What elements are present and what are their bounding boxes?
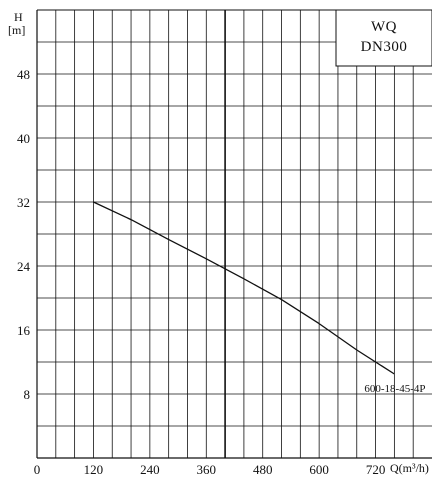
legend-box-frame [335,9,432,67]
y-tick-labels: 8 16 24 32 40 48 [17,67,31,402]
legend-line-2: DN300 [361,39,408,55]
x-tick-label: 0 [34,462,41,477]
y-axis-unit: [m] [8,23,25,37]
series-layer [93,201,395,375]
y-tick-label: 8 [24,387,31,402]
y-tick-label: 32 [17,195,30,210]
x-tick-label: 600 [309,462,329,477]
legend-line-1: WQ [371,19,397,35]
y-tick-label: 16 [17,323,31,338]
x-tick-label: 120 [84,462,104,477]
y-tick-label: 40 [17,131,30,146]
x-tick-labels: 0 120 240 360 480 600 720 [34,462,386,477]
x-tick-label: 360 [197,462,217,477]
y-axis-label: H [14,10,23,24]
x-tick-label: 240 [140,462,160,477]
grid [37,10,432,458]
series-line [93,201,395,375]
x-axis-label: Q(m³/h) [390,461,429,475]
legend-box: WQ DN300 [335,9,432,67]
x-tick-label: 720 [366,462,386,477]
x-tick-label: 480 [253,462,273,477]
y-tick-label: 24 [17,259,31,274]
y-tick-label: 48 [17,67,30,82]
series-label: 600-18-45-4P [364,383,425,395]
